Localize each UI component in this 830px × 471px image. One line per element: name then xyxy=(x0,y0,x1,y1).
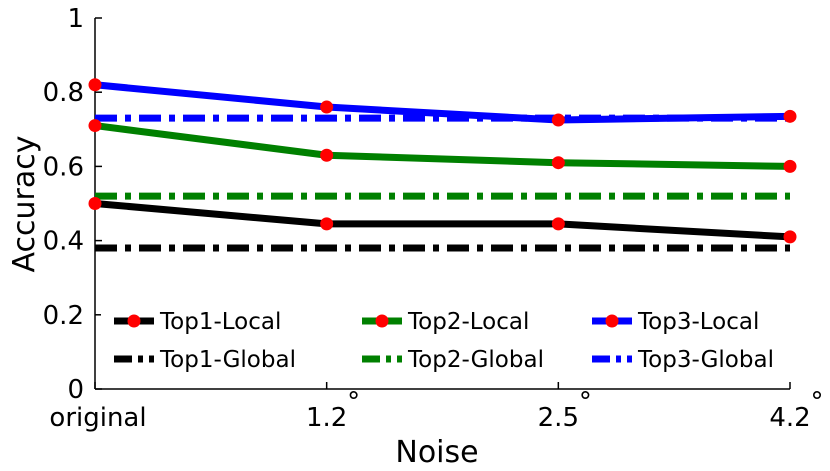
data-point xyxy=(320,100,334,114)
legend-item: Top1-Local xyxy=(114,309,281,335)
legend-label: Top2-Global xyxy=(407,347,544,373)
legend-marker xyxy=(127,314,141,328)
series-layer xyxy=(88,78,797,252)
legend-item: Top1-Global xyxy=(114,347,296,373)
x-tick-label: original xyxy=(49,403,146,433)
data-point xyxy=(783,109,797,123)
data-point xyxy=(88,119,102,133)
data-point xyxy=(320,148,334,162)
y-axis-title: Accuracy xyxy=(7,136,42,273)
legend-item: Top2-Global xyxy=(362,347,544,373)
legend-item: Top2-Local xyxy=(362,309,529,335)
data-point xyxy=(88,197,102,210)
series-line xyxy=(94,81,791,124)
legend-label: Top3-Local xyxy=(637,309,759,335)
data-point xyxy=(88,78,102,92)
series-top3-local xyxy=(88,78,797,127)
data-point xyxy=(551,217,565,231)
legend-marker xyxy=(375,314,389,328)
legend-label: Top1-Local xyxy=(159,309,281,335)
x-axis-title: Noise xyxy=(395,435,478,470)
series-line xyxy=(94,122,791,170)
series-top2-local xyxy=(88,119,797,173)
legend-label: Top1-Global xyxy=(159,347,296,373)
data-point xyxy=(783,159,797,173)
legend-label: Top3-Global xyxy=(637,347,774,373)
legend-box xyxy=(101,298,787,382)
y-tick-label: 0.6 xyxy=(43,152,84,182)
legend-marker xyxy=(605,314,619,328)
series-top1-local xyxy=(88,197,797,244)
data-point xyxy=(783,230,797,244)
x-tick-label: 4.2 xyxy=(769,403,810,433)
x-tick-label: 1.2 xyxy=(306,403,347,433)
data-point xyxy=(551,113,565,127)
x-tick-degree: ° xyxy=(579,387,592,417)
x-tick-degree: ° xyxy=(811,387,824,417)
y-tick-label: 0.2 xyxy=(43,301,84,331)
legend: Top1-Local Top2-Local Top3-Local Top1-Globa… xyxy=(101,298,787,382)
y-tick-label: 0 xyxy=(67,375,84,405)
data-point xyxy=(551,156,565,170)
legend-item: Top3-Global xyxy=(592,347,774,373)
x-tick-degree: ° xyxy=(347,387,360,417)
data-point xyxy=(320,217,334,231)
series-line xyxy=(94,200,791,241)
legend-item: Top3-Local xyxy=(592,309,759,335)
y-tick-label: 0.8 xyxy=(43,78,84,108)
y-tick-label: 0.4 xyxy=(43,227,84,257)
y-tick-label: 1 xyxy=(67,4,84,34)
legend-label: Top2-Local xyxy=(407,309,529,335)
x-tick-label: 2.5 xyxy=(538,403,579,433)
